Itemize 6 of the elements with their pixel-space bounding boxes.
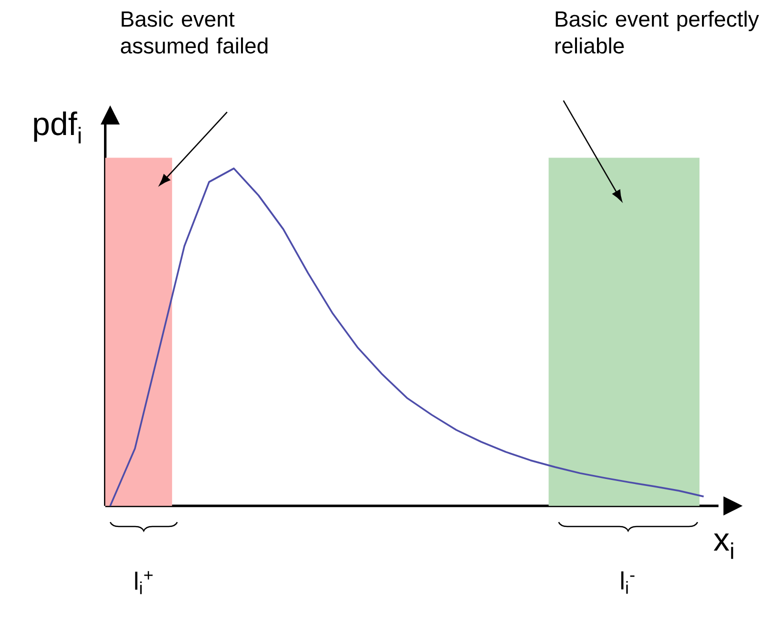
y-axis-title: pdf$_{i}$ (34, 112, 81, 144)
text: Basic event assumed failed (120, 10, 268, 54)
text: Basic event perfectly reliable (555, 10, 759, 54)
text: l$_{i}$+ (135, 571, 153, 594)
x-axis-title: x$_{i}$ (714, 534, 734, 559)
text: l$_{i}$- (621, 571, 634, 594)
